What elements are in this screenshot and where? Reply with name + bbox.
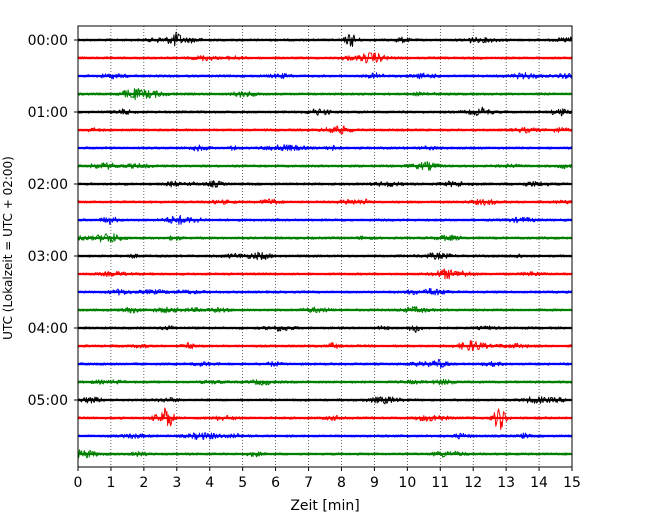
x-tick-label: 12 (464, 475, 482, 491)
y-tick-label: 02:00 (28, 177, 68, 193)
y-tick-label: 04:00 (28, 321, 68, 337)
x-tick-label: 6 (271, 475, 280, 491)
x-tick-label: 10 (398, 475, 416, 491)
x-tick-label: 2 (139, 475, 148, 491)
x-axis-label: Zeit [min] (290, 498, 359, 514)
x-tick-label: 3 (172, 475, 181, 491)
y-tick-label: 01:00 (28, 105, 68, 121)
y-tick-label: 05:00 (28, 393, 68, 409)
y-tick-label: 03:00 (28, 249, 68, 265)
x-tick-label: 7 (304, 475, 313, 491)
y-tick-label: 00:00 (28, 33, 68, 49)
x-tick-label: 9 (370, 475, 379, 491)
x-tick-label: 11 (431, 475, 449, 491)
x-tick-label: 1 (106, 475, 115, 491)
x-tick-label: 0 (74, 475, 83, 491)
x-tick-label: 4 (205, 475, 214, 491)
x-axis: 0 1 2 3 4 5 6 7 8 9 10 11 12 13 14 15 (74, 467, 581, 491)
x-tick-label: 15 (563, 475, 581, 491)
plot-frame (77, 25, 573, 468)
x-tick-label: 14 (530, 475, 548, 491)
x-tick-label: 8 (337, 475, 346, 491)
y-axis: 00:00 01:00 02:00 03:00 04:00 05:00 (28, 33, 78, 409)
seismic-traces (77, 31, 573, 459)
x-tick-label: 13 (497, 475, 515, 491)
y-axis-label: UTC (Lokalzeit = UTC + 02:00) (1, 156, 15, 340)
x-tick-label: 5 (238, 475, 247, 491)
